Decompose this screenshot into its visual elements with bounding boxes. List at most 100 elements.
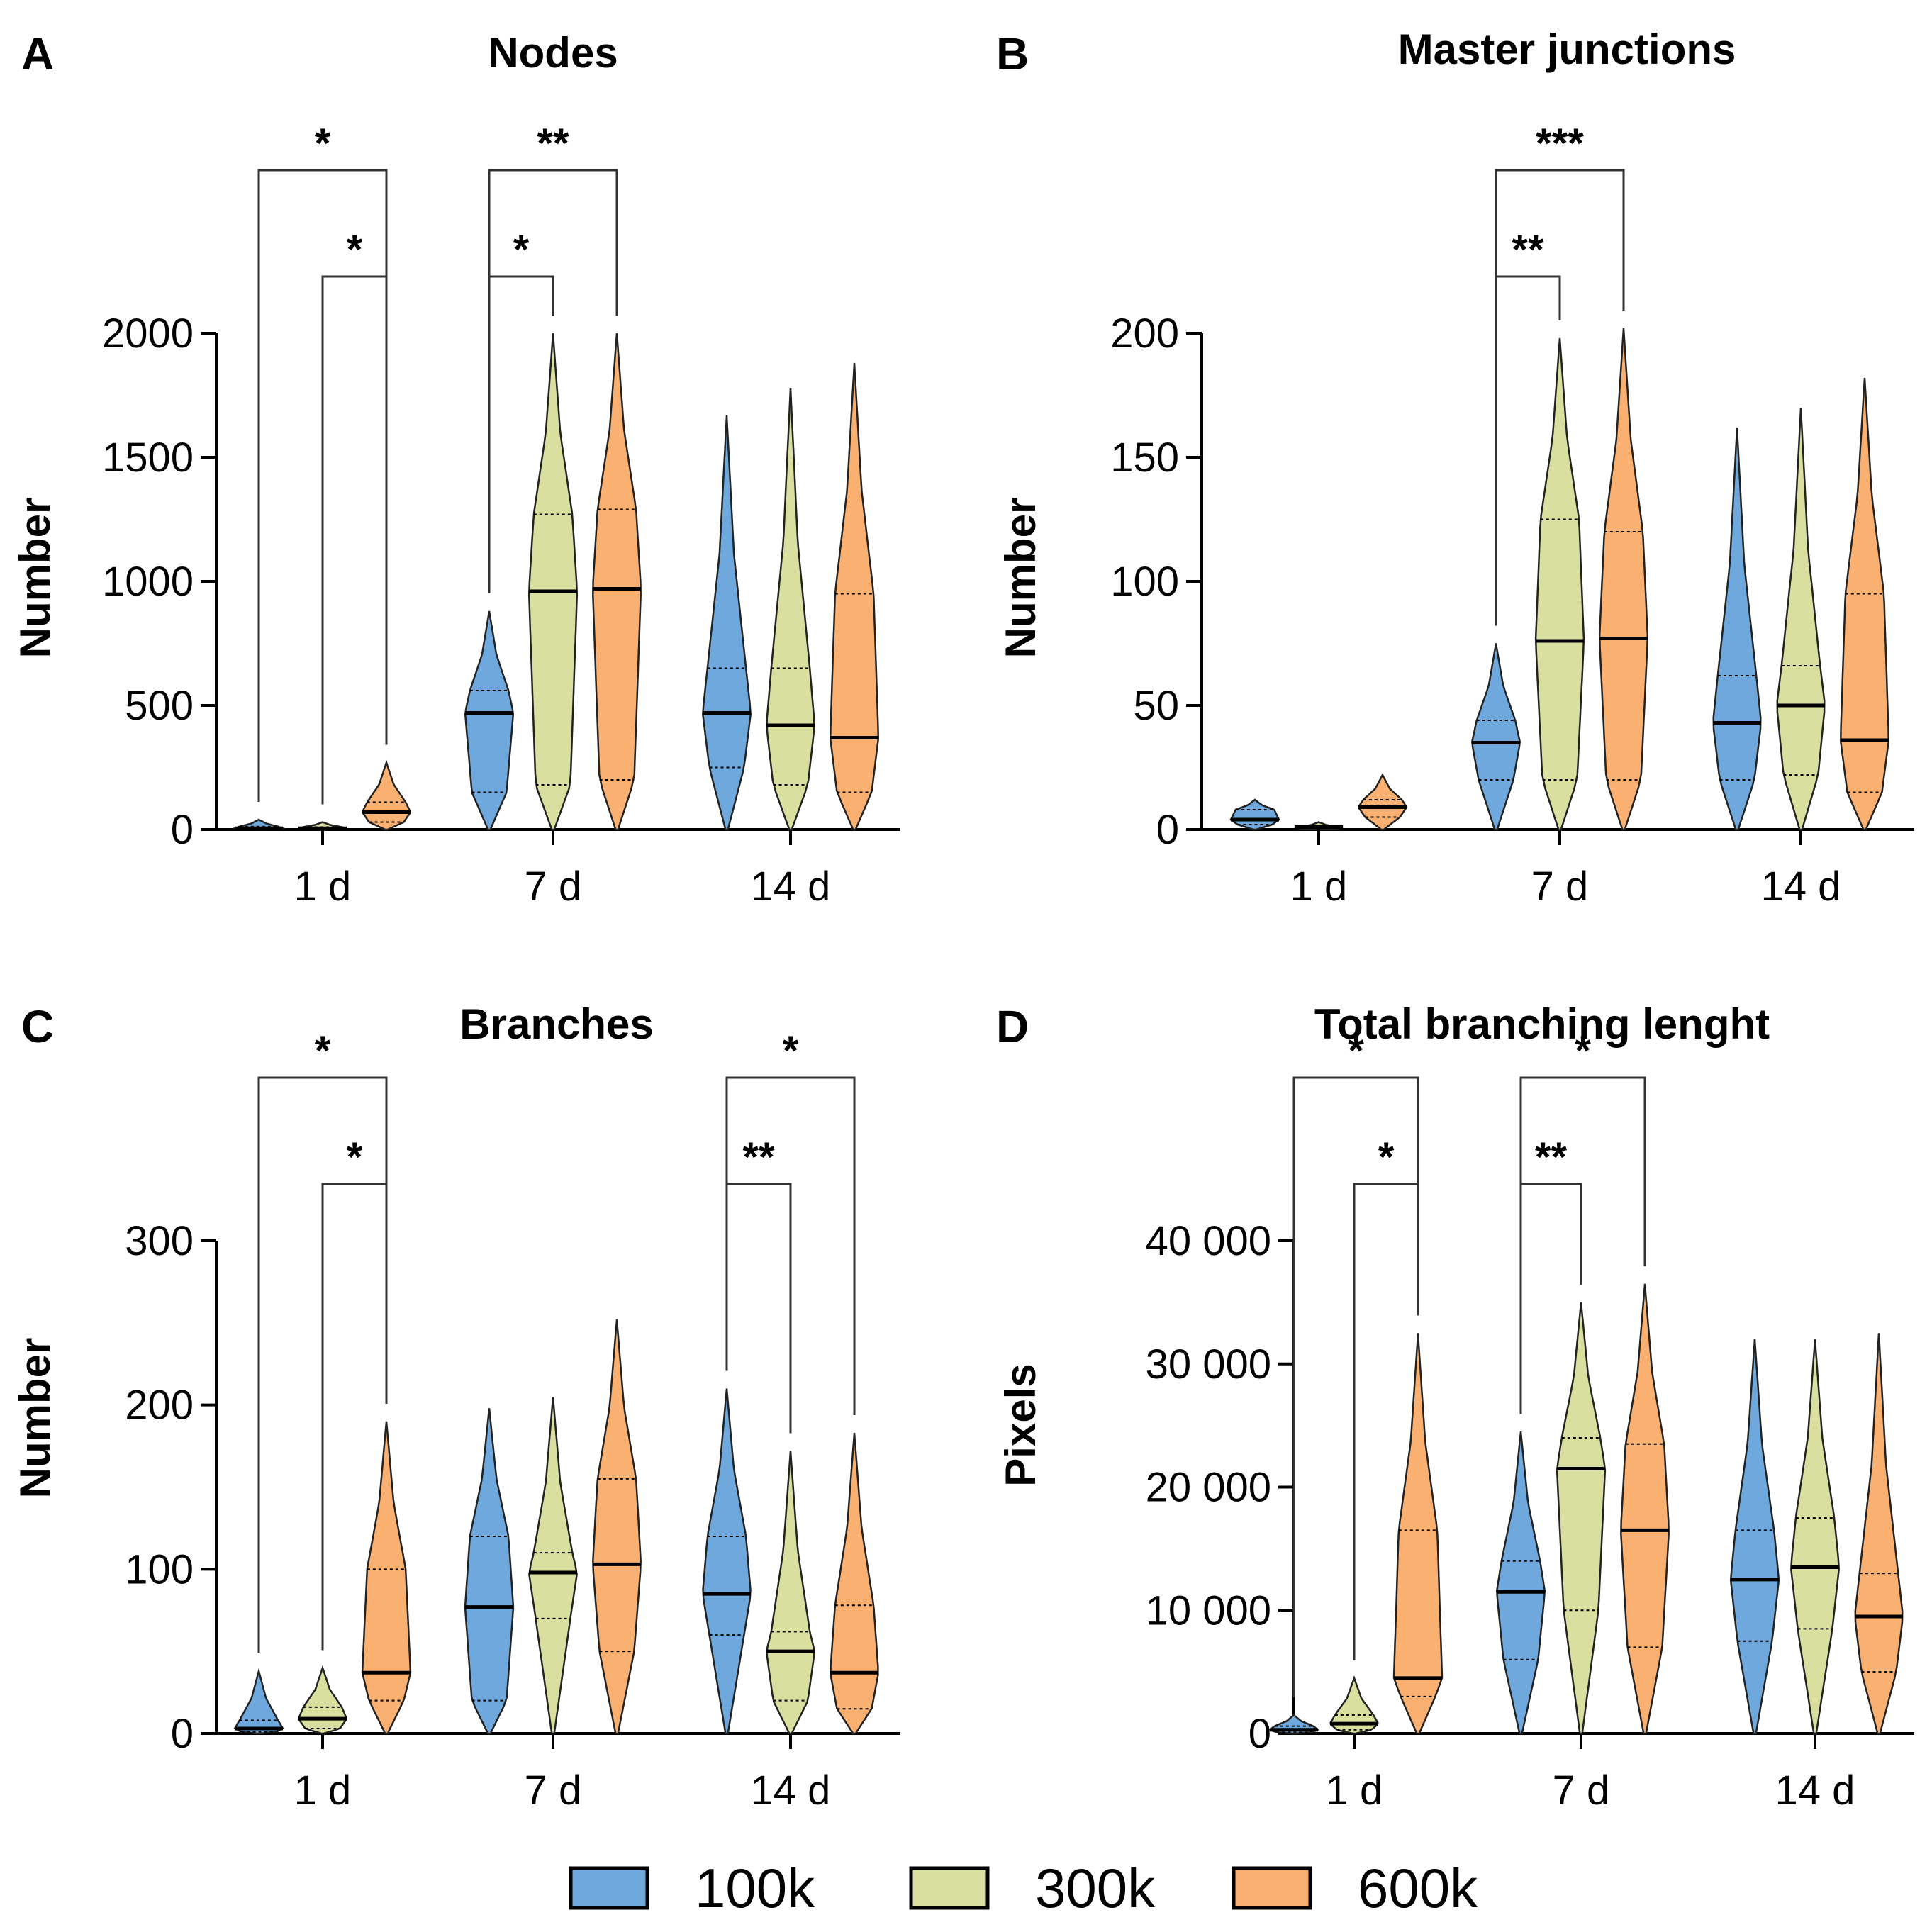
panel-c-y-tick-label: 200 bbox=[125, 1383, 194, 1429]
panel-c-y-tick-label: 300 bbox=[125, 1218, 194, 1264]
panel-d-y-tick-label: 10 000 bbox=[1146, 1587, 1271, 1634]
panel-d-violin-100k-1 bbox=[1495, 1431, 1546, 1735]
panel-c-significance-bracket bbox=[321, 1183, 388, 1651]
panel-b-significance-label: ** bbox=[1512, 227, 1544, 273]
panel-a-letter: A bbox=[21, 28, 54, 79]
panel-d-significance-bracket bbox=[1519, 1183, 1582, 1414]
panel-c-significance-label: * bbox=[347, 1134, 363, 1180]
panel-a-violin-100k-1 bbox=[464, 610, 515, 831]
panel-d-x-tick-label: 7 d bbox=[1553, 1768, 1610, 1814]
panel-d-y-tick-label: 40 000 bbox=[1146, 1218, 1271, 1264]
panel-c-significance-label: * bbox=[783, 1028, 799, 1074]
panel-d-y-tick-label: 30 000 bbox=[1146, 1341, 1271, 1387]
panel-b-violin-100k-2 bbox=[1712, 427, 1762, 831]
panel-b-x-tick-label: 14 d bbox=[1761, 864, 1841, 910]
panel-c-violin-600k-0 bbox=[361, 1421, 412, 1735]
panel-c-y-tick-label: 100 bbox=[125, 1546, 194, 1592]
panel-d-violin-300k-2 bbox=[1790, 1339, 1840, 1735]
panel-b-violin-600k-1 bbox=[1598, 328, 1649, 831]
panel-d-violin-600k-1 bbox=[1620, 1283, 1670, 1735]
panel-a-significance-label: * bbox=[347, 227, 363, 273]
panel-d-x-tick-label: 1 d bbox=[1326, 1768, 1383, 1814]
legend-swatch-300k bbox=[909, 1866, 990, 1910]
panel-a-significance-label: * bbox=[513, 227, 530, 273]
legend: 100k 300k 600k bbox=[569, 1857, 1478, 1919]
panel-a-violin-300k-2 bbox=[766, 387, 815, 831]
legend-swatch-600k bbox=[1232, 1866, 1312, 1910]
panel-c-violin-600k-2 bbox=[830, 1432, 879, 1735]
panel-d-significance-label: ** bbox=[1535, 1134, 1568, 1180]
panel-a-violin-600k-1 bbox=[592, 333, 642, 831]
panel-d-y-tick-label: 20 000 bbox=[1146, 1465, 1271, 1511]
panel-d-violin-100k-2 bbox=[1729, 1339, 1780, 1735]
panel-c-violin-100k-0 bbox=[233, 1668, 284, 1735]
panel-a: A Nodes Number 0 500 1000 1500 2000 1 d 7 d 14 … bbox=[11, 28, 900, 910]
panel-c-significance-bracket bbox=[725, 1183, 792, 1434]
panel-c-violin-100k-2 bbox=[702, 1388, 752, 1735]
panel-a-y-axis-title: Number bbox=[11, 498, 59, 659]
panel-a-y-tick-label: 1500 bbox=[102, 435, 194, 481]
panel-a-significance-bracket bbox=[321, 275, 388, 805]
panel-c-x-tick-label: 7 d bbox=[525, 1768, 582, 1814]
panel-a-y-tick-label: 500 bbox=[125, 683, 194, 729]
panel-d-y-axis-title: Pixels bbox=[997, 1363, 1044, 1486]
panel-b-y-tick-label: 200 bbox=[1110, 311, 1179, 357]
panel-c-letter: C bbox=[21, 1001, 54, 1052]
panel-b-title: Master junctions bbox=[1398, 26, 1736, 73]
legend-swatch-100k bbox=[569, 1866, 649, 1910]
panel-b: B Master junctions Number 0 50 100 150 200 1 … bbox=[996, 26, 1914, 910]
panel-d-significance-label: * bbox=[1575, 1028, 1591, 1074]
panel-b-y-tick-label: 0 bbox=[1156, 807, 1179, 853]
panel-b-violin-300k-2 bbox=[1776, 407, 1826, 831]
panel-a-violin-300k-1 bbox=[527, 333, 579, 831]
panel-a-y-tick-label: 1000 bbox=[102, 559, 194, 605]
panel-a-y-tick-label: 0 bbox=[171, 807, 194, 853]
panel-c-violin-300k-2 bbox=[766, 1451, 815, 1735]
panel-b-significance-bracket bbox=[1495, 275, 1561, 626]
panel-b-significance-label: *** bbox=[1536, 121, 1584, 167]
panel-b-y-tick-label: 100 bbox=[1110, 559, 1179, 605]
panel-c-x-tick-label: 1 d bbox=[294, 1768, 352, 1814]
panel-d-letter: D bbox=[996, 1001, 1029, 1052]
panel-c-significance-label: ** bbox=[742, 1134, 775, 1180]
panel-a-x-tick-label: 1 d bbox=[294, 864, 352, 910]
panel-a-title: Nodes bbox=[488, 29, 618, 77]
panel-b-violin-100k-1 bbox=[1471, 643, 1521, 831]
panel-d-title: Total branching lenght bbox=[1314, 1000, 1770, 1048]
panel-b-y-tick-label: 150 bbox=[1110, 435, 1179, 481]
panel-c-y-tick-label: 0 bbox=[171, 1711, 194, 1757]
panel-a-significance-label: ** bbox=[537, 121, 569, 167]
panel-d-significance-label: * bbox=[1348, 1028, 1364, 1074]
panel-d-violin-300k-0 bbox=[1329, 1675, 1379, 1735]
panel-b-violin-600k-0 bbox=[1358, 773, 1407, 831]
panel-d-y-tick-label: 0 bbox=[1249, 1711, 1271, 1757]
panel-b-violin-600k-2 bbox=[1840, 377, 1889, 831]
panel-c-violin-300k-0 bbox=[297, 1665, 348, 1735]
panel-b-x-tick-label: 1 d bbox=[1290, 864, 1348, 910]
panel-a-y-tick-label: 2000 bbox=[102, 311, 194, 357]
panel-a-x-tick-label: 7 d bbox=[525, 864, 582, 910]
panel-d-violin-300k-1 bbox=[1556, 1302, 1607, 1735]
panel-d-significance-bracket bbox=[1353, 1183, 1419, 1660]
panel-a-significance-bracket bbox=[488, 275, 554, 593]
panel-a-violin-100k-2 bbox=[702, 415, 752, 831]
panel-b-y-axis-title: Number bbox=[997, 498, 1044, 659]
panel-c-x-tick-label: 14 d bbox=[751, 1768, 831, 1814]
panel-c-violin-100k-1 bbox=[464, 1408, 515, 1735]
panel-a-significance-label: * bbox=[315, 121, 331, 167]
panel-c-significance-label: * bbox=[315, 1028, 331, 1074]
panel-a-violin-600k-2 bbox=[829, 362, 880, 831]
panel-b-letter: B bbox=[996, 28, 1029, 79]
panel-d-violin-600k-2 bbox=[1854, 1333, 1904, 1735]
panel-c-title: Branches bbox=[459, 1000, 653, 1048]
panel-c-violin-600k-1 bbox=[592, 1319, 642, 1735]
legend-label-100k: 100k bbox=[695, 1857, 815, 1919]
panel-d-violin-600k-0 bbox=[1392, 1333, 1444, 1735]
legend-label-300k: 300k bbox=[1035, 1857, 1156, 1919]
